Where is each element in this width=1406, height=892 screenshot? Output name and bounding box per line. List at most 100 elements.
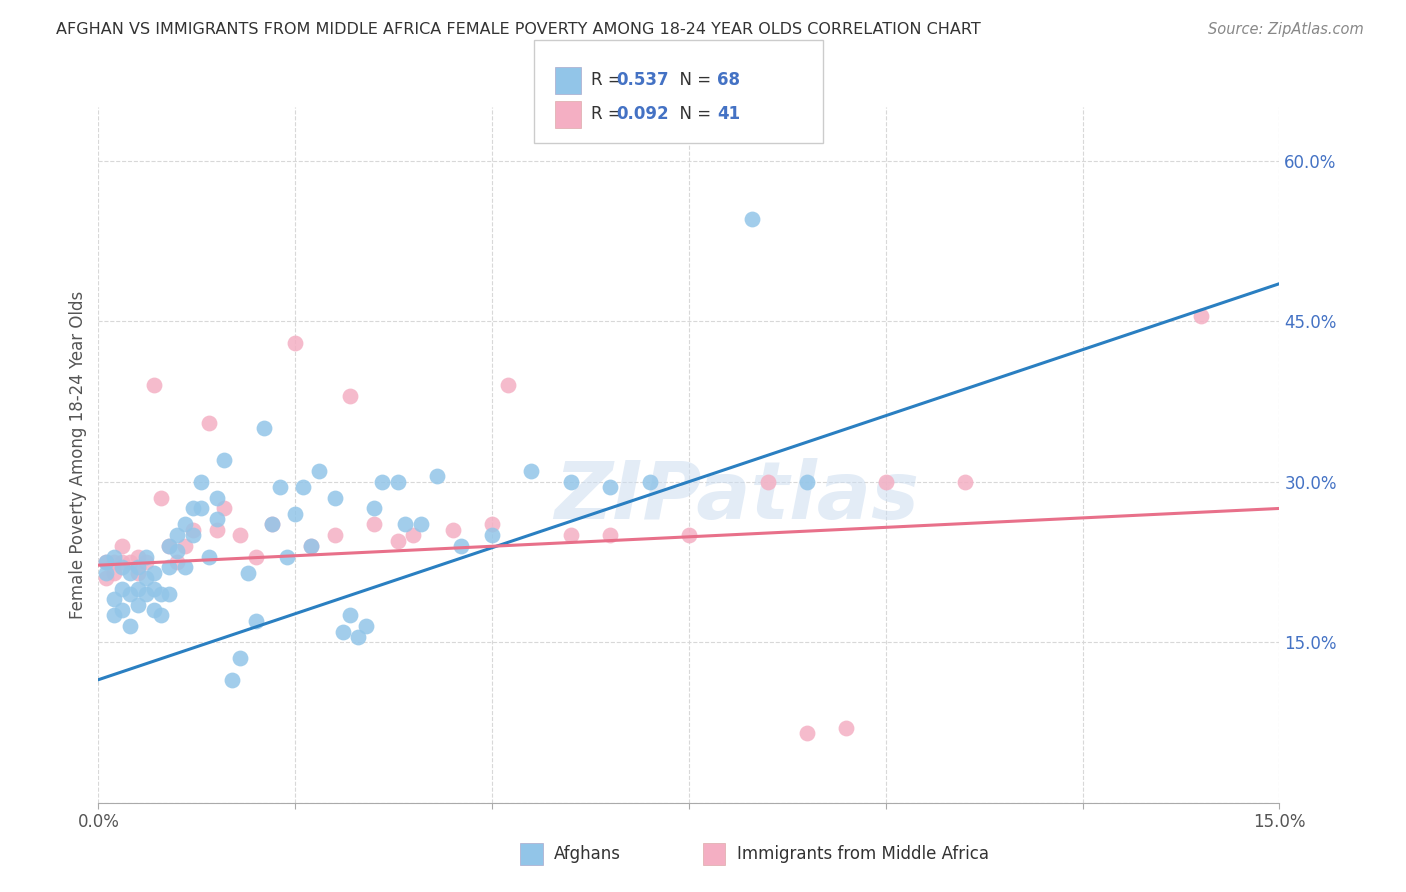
Point [135, 555, 157, 569]
Point [387, 475, 409, 489]
Point [387, 533, 409, 548]
Point [205, 512, 228, 526]
Point [276, 549, 298, 564]
Point [190, 475, 212, 489]
Point [260, 517, 283, 532]
Point [214, 501, 236, 516]
Point [157, 539, 180, 553]
Point [253, 421, 276, 435]
Point [205, 491, 228, 505]
Point [127, 560, 149, 574]
Point [599, 480, 621, 494]
Point [953, 475, 976, 489]
Point [190, 501, 212, 516]
Point [111, 555, 134, 569]
Point [96, 566, 118, 580]
Point [741, 212, 763, 227]
Point [481, 517, 503, 532]
Point [332, 624, 354, 639]
Point [214, 453, 236, 467]
Point [197, 416, 219, 430]
Text: N =: N = [669, 71, 717, 89]
Point [599, 528, 621, 542]
Point [426, 469, 449, 483]
Point [560, 528, 582, 542]
Point [103, 549, 125, 564]
Point [638, 475, 661, 489]
Point [339, 389, 361, 403]
Text: AFGHAN VS IMMIGRANTS FROM MIDDLE AFRICA FEMALE POVERTY AMONG 18-24 YEAR OLDS COR: AFGHAN VS IMMIGRANTS FROM MIDDLE AFRICA … [56, 22, 981, 37]
Point [142, 582, 165, 596]
Point [205, 523, 228, 537]
Y-axis label: Female Poverty Among 18-24 Year Olds: Female Poverty Among 18-24 Year Olds [69, 291, 87, 619]
Point [103, 592, 125, 607]
Point [678, 528, 700, 542]
Point [118, 555, 141, 569]
Point [236, 566, 259, 580]
Text: Immigrants from Middle Africa: Immigrants from Middle Africa [737, 845, 988, 863]
Point [135, 587, 157, 601]
Point [402, 528, 425, 542]
Point [111, 582, 134, 596]
Point [142, 603, 165, 617]
Point [103, 555, 125, 569]
Point [339, 608, 361, 623]
Point [394, 517, 416, 532]
Point [166, 544, 188, 558]
Text: Source: ZipAtlas.com: Source: ZipAtlas.com [1208, 22, 1364, 37]
Point [166, 555, 188, 569]
Point [371, 475, 394, 489]
Text: Afghans: Afghans [554, 845, 621, 863]
Point [142, 566, 165, 580]
Point [157, 560, 180, 574]
Point [197, 549, 219, 564]
Point [135, 571, 157, 585]
Point [118, 566, 141, 580]
Point [166, 528, 188, 542]
Text: 0.092: 0.092 [616, 105, 668, 123]
Point [835, 721, 858, 735]
Point [111, 560, 134, 574]
Point [875, 475, 897, 489]
Point [292, 480, 315, 494]
Point [796, 475, 818, 489]
Point [441, 523, 464, 537]
Point [299, 539, 322, 553]
Point [363, 517, 385, 532]
Text: ZIPatlas: ZIPatlas [554, 458, 918, 536]
Point [354, 619, 377, 633]
Point [221, 673, 243, 687]
Point [284, 507, 307, 521]
Text: N =: N = [669, 105, 717, 123]
Point [299, 539, 322, 553]
Point [118, 619, 141, 633]
Point [174, 560, 197, 574]
Point [481, 528, 503, 542]
Point [150, 608, 173, 623]
Text: 68: 68 [717, 71, 740, 89]
Point [1189, 309, 1212, 323]
Point [796, 726, 818, 740]
Point [284, 335, 307, 350]
Point [245, 614, 267, 628]
Point [150, 587, 173, 601]
Point [96, 571, 118, 585]
Point [103, 566, 125, 580]
Point [181, 528, 204, 542]
Point [245, 549, 267, 564]
Text: 41: 41 [717, 105, 740, 123]
Point [127, 549, 149, 564]
Point [118, 587, 141, 601]
Point [103, 608, 125, 623]
Text: R =: R = [591, 71, 627, 89]
Point [229, 528, 252, 542]
Point [363, 501, 385, 516]
Point [520, 464, 543, 478]
Point [174, 517, 197, 532]
Point [174, 539, 197, 553]
Point [347, 630, 370, 644]
Point [323, 491, 346, 505]
Point [323, 528, 346, 542]
Point [308, 464, 330, 478]
Point [411, 517, 433, 532]
